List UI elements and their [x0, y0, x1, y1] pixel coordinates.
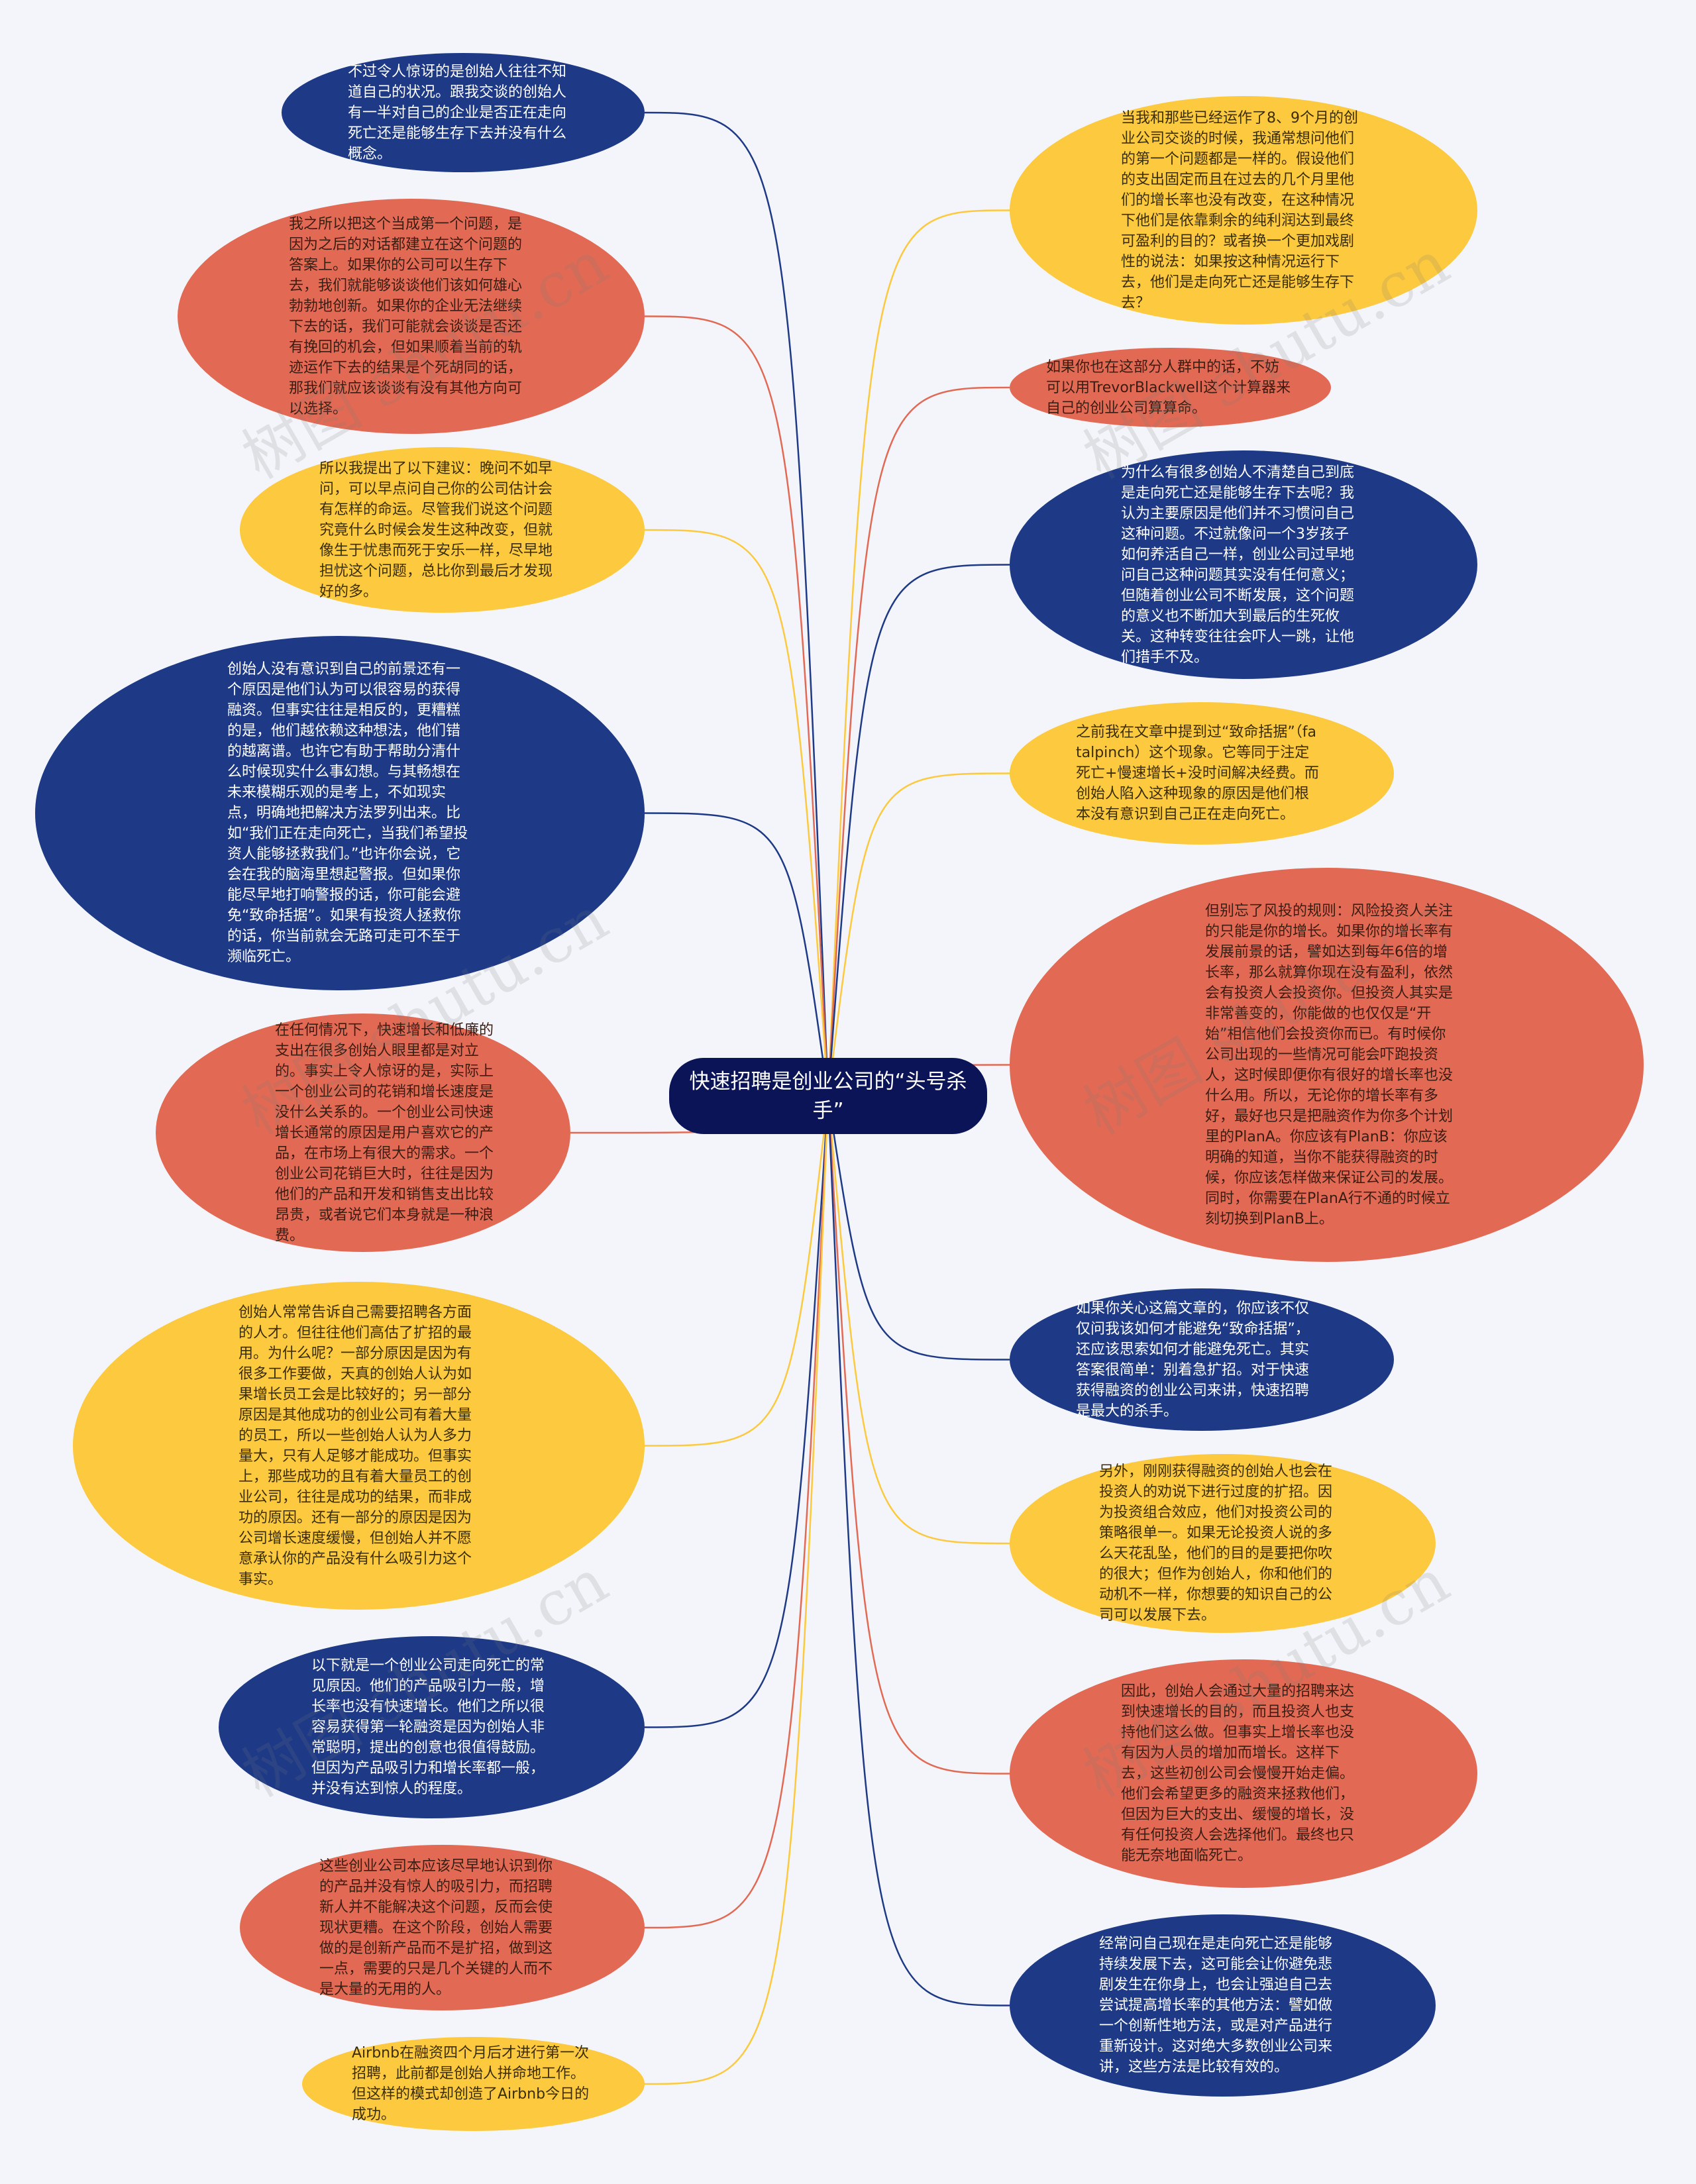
topic-node-left-9[interactable]: Airbnb在融资四个月后才进行第一次招聘，此前都是创始人拼命地工作。但这样的模… [302, 2037, 645, 2131]
topic-node-right-3[interactable]: 为什么有很多创始人不清楚自己到底是走向死亡还是能够生存下去呢？我认为主要原因是他… [1010, 450, 1477, 679]
topic-text: 我之所以把这个当成第一个问题，是因为之后的对话都建立在这个问题的答案上。如果你的… [289, 215, 523, 417]
connector-line [644, 111, 829, 1097]
connector-line [644, 1096, 829, 1929]
topic-node-right-1[interactable]: 当我和那些已经运作了8、9个月的创业公司交谈的时候，我通常想问他们的第一个问题都… [1010, 96, 1477, 325]
root-topic-label: 快速招聘是创业公司的“头号杀手” [689, 1069, 967, 1123]
topic-text: 创始人常常告诉自己需要招聘各方面的人才。但往往他们高估了扩招的最用。为什么呢？一… [238, 1304, 472, 1588]
topic-node-right-2[interactable]: 如果你也在这部分人群中的话，不妨可以用TrevorBlackwell这个计算器来… [1010, 348, 1331, 427]
topic-text: 所以我提出了以下建议：晚问不如早问，可以早点问自己你的公司估计会有怎样的命运。尽… [319, 460, 553, 600]
connector-line [644, 1096, 829, 1447]
topic-text: 经常问自己现在是走向死亡还是能够持续发展下去，这可能会让你避免悲剧发生在你身上，… [1099, 1936, 1333, 2075]
connector-line [827, 1096, 1010, 2006]
topic-text: 为什么有很多创始人不清楚自己到底是走向死亡还是能够生存下去呢？我认为主要原因是他… [1121, 464, 1355, 666]
connector-line [827, 386, 1010, 1097]
topic-node-right-4[interactable]: 之前我在文章中提到过“致命括据”（fatalpinch）这个现象。它等同于注定死… [1010, 702, 1394, 845]
topic-node-left-4[interactable]: 创始人没有意识到自己的前景还有一个原因是他们认为可以很容易的获得融资。但事实往往… [35, 636, 645, 990]
topic-text: 以下就是一个创业公司走向死亡的常见原因。他们的产品吸引力一般，增长率也没有快速增… [311, 1657, 545, 1797]
topic-node-left-8[interactable]: 这些创业公司本应该尽早地认识到你的产品并没有惊人的吸引力，而招聘新人并不能解决这… [240, 1845, 645, 2010]
topic-node-left-7[interactable]: 以下就是一个创业公司走向死亡的常见原因。他们的产品吸引力一般，增长率也没有快速增… [219, 1636, 645, 1818]
topic-text: Airbnb在融资四个月后才进行第一次招聘，此前都是创始人拼命地工作。但这样的模… [352, 2045, 590, 2123]
topic-node-left-2[interactable]: 我之所以把这个当成第一个问题，是因为之后的对话都建立在这个问题的答案上。如果你的… [178, 199, 645, 434]
topic-text: 另外，刚刚获得融资的创始人也会在投资人的劝说下进行过度的扩招。因为投资组合效应，… [1099, 1463, 1333, 1624]
topic-text: 因此，创始人会通过大量的招聘来达到快速增长的目的，而且投资人也支持他们这么做。但… [1121, 1683, 1355, 1864]
topic-node-right-7[interactable]: 另外，刚刚获得融资的创始人也会在投资人的劝说下进行过度的扩招。因为投资组合效应，… [1010, 1454, 1436, 1633]
topic-text: 之前我在文章中提到过“致命括据”（fatalpinch）这个现象。它等同于注定死… [1076, 724, 1319, 823]
topic-text: 在任何情况下，快速增长和低廉的支出在很多创始人眼里都是对立的。事实上令人惊讶的是… [275, 1021, 494, 1244]
topic-text: 如果你关心这篇文章的，你应该不仅仅问我该如何才能避免“致命括据”，还应该思索如何… [1076, 1300, 1310, 1420]
connector-line [827, 772, 1010, 1097]
topic-node-right-8[interactable]: 因此，创始人会通过大量的招聘来达到快速增长的目的，而且投资人也支持他们这么做。但… [1010, 1659, 1477, 1888]
connector-line [827, 1096, 1010, 1361]
topic-text: 但别忘了风投的规则：风险投资人关注的只能是你的增长。如果你的增长率有发展前景的话… [1205, 902, 1454, 1227]
topic-text: 这些创业公司本应该尽早地认识到你的产品并没有惊人的吸引力，而招聘新人并不能解决这… [319, 1857, 553, 1998]
topic-text: 如果你也在这部分人群中的话，不妨可以用TrevorBlackwell这个计算器来… [1046, 358, 1291, 417]
topic-text: 当我和那些已经运作了8、9个月的创业公司交谈的时候，我通常想问他们的第一个问题都… [1121, 109, 1358, 311]
root-topic[interactable]: 快速招聘是创业公司的“头号杀手” [669, 1058, 987, 1134]
connector-line [644, 1096, 829, 1728]
topic-node-left-6[interactable]: 创始人常常告诉自己需要招聘各方面的人才。但往往他们高估了扩招的最用。为什么呢？一… [73, 1282, 645, 1610]
connector-line [644, 315, 829, 1097]
connector-line [644, 1096, 829, 2085]
connector-line [827, 564, 1010, 1097]
topic-node-right-6[interactable]: 如果你关心这篇文章的，你应该不仅仅问我该如何才能避免“致命括据”，还应该思索如何… [1010, 1288, 1394, 1431]
topic-node-left-3[interactable]: 所以我提出了以下建议：晚问不如早问，可以早点问自己你的公司估计会有怎样的命运。尽… [240, 447, 645, 613]
connector-line [827, 1096, 1010, 1775]
connector-line [644, 812, 829, 1097]
topic-node-left-1[interactable]: 不过令人惊讶的是创始人往往不知道自己的状况。跟我交谈的创始人有一半对自己的企业是… [282, 53, 645, 172]
topic-text: 创始人没有意识到自己的前景还有一个原因是他们认为可以很容易的获得融资。但事实往往… [227, 661, 468, 965]
connector-line [827, 1096, 1010, 1545]
connector-line [644, 529, 829, 1097]
connector-line [827, 209, 1010, 1097]
topic-node-right-5[interactable]: 但别忘了风投的规则：风险投资人关注的只能是你的增长。如果你的增长率有发展前景的话… [1010, 868, 1644, 1262]
topic-node-left-5[interactable]: 在任何情况下，快速增长和低廉的支出在很多创始人眼里都是对立的。事实上令人惊讶的是… [156, 1014, 570, 1252]
topic-text: 不过令人惊讶的是创始人往往不知道自己的状况。跟我交谈的创始人有一半对自己的企业是… [348, 63, 567, 162]
topic-node-right-9[interactable]: 经常问自己现在是走向死亡还是能够持续发展下去，这可能会让你避免悲剧发生在你身上，… [1010, 1914, 1436, 2097]
